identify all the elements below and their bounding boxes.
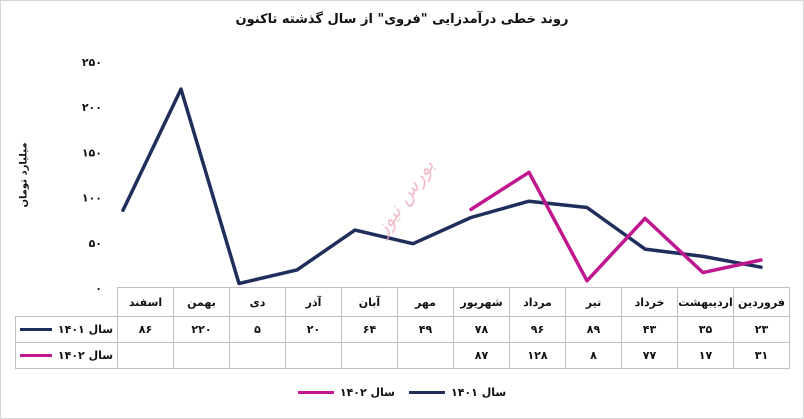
data-value-label: ۱۲۸ (509, 342, 566, 369)
legend-line-swatch (409, 391, 445, 394)
data-value-label (229, 342, 286, 369)
y-tick-label: ۲۵۰ (82, 56, 102, 69)
legend-label: سال ۱۴۰۲ (339, 386, 395, 399)
series-line-2 (469, 170, 763, 283)
category-label: دی (229, 287, 286, 317)
data-value-label: ۴۹ (397, 316, 454, 343)
line-chart: ۰ ۵۰ ۱۰۰ ۱۵۰ ۲۰۰ ۲۵۰ (82, 56, 763, 295)
data-value-label (117, 342, 174, 369)
y-tick-label: ۱۵۰ (82, 146, 102, 159)
y-tick-label: ۲۰۰ (82, 101, 102, 114)
data-value-label (341, 342, 398, 369)
y-tick-label: ۵۰ (89, 237, 102, 250)
legend-label: سال ۱۴۰۱ (451, 386, 507, 399)
y-tick-label: ۰ (95, 282, 102, 295)
series-name-2: سال ۱۴۰۲ (57, 349, 114, 362)
data-value-label (173, 342, 230, 369)
category-label: فروردین (733, 287, 790, 317)
data-value-label: ۲۳ (733, 316, 790, 343)
y-tick-label: ۱۰۰ (82, 192, 102, 205)
data-value-label (285, 342, 342, 369)
category-label: مهر (397, 287, 454, 317)
data-value-label: ۷۷ (621, 342, 678, 369)
category-label: آذر (285, 287, 342, 317)
data-value-label: ۷۸ (453, 316, 510, 343)
data-value-label: ۴۳ (621, 316, 678, 343)
data-value-label: ۸۹ (565, 316, 622, 343)
series-swatch-1 (19, 328, 52, 331)
legend-line-swatch (297, 391, 334, 394)
data-value-label: ۲۰ (285, 316, 342, 343)
data-value-label: ۸۷ (453, 342, 510, 369)
data-value-label: ۳۵ (677, 316, 734, 343)
data-value-label: ۲۲۰ (173, 316, 230, 343)
table-row: ۳۱ ۱۷ ۷۷ ۸ ۱۲۸ ۸۷ سال ۱۴۰۲ (15, 342, 790, 369)
data-value-label (397, 342, 454, 369)
data-value-label: ۸۶ (117, 316, 174, 343)
category-label: مرداد (509, 287, 566, 317)
data-table: فروردین اردیبهشت خرداد تیر مرداد شهریور مهر آبا… (15, 287, 790, 369)
series-name-cell: سال ۱۴۰۱ (15, 316, 118, 343)
category-label: خرداد (621, 287, 678, 317)
category-label: اسفند (117, 287, 174, 317)
data-value-label: ۵ (229, 316, 286, 343)
chart-title: روند خطی درآمدزایی "فروی" از سال گذشته ت… (235, 12, 569, 27)
series-name-1: سال ۱۴۰۱ (57, 323, 114, 336)
data-value-label: ۶۴ (341, 316, 398, 343)
series-swatch-2 (19, 354, 52, 357)
data-value-label: ۹۶ (509, 316, 566, 343)
category-label: اردیبهشت (677, 287, 734, 317)
series-name-cell: سال ۱۴۰۲ (15, 342, 118, 369)
category-label: تیر (565, 287, 622, 317)
data-value-label: ۱۷ (677, 342, 734, 369)
category-label: شهریور (453, 287, 510, 317)
series-line-1 (121, 87, 763, 286)
legend-item-2: سال ۱۴۰۲ (297, 386, 395, 399)
chart-legend: سال ۱۴۰۱ سال ۱۴۰۲ (0, 386, 804, 399)
category-label: بهمن (173, 287, 230, 317)
category-label: آبان (341, 287, 398, 317)
legend-item-1: سال ۱۴۰۱ (409, 386, 506, 399)
data-value-label: ۸ (565, 342, 622, 369)
data-value-label: ۳۱ (733, 342, 790, 369)
table-row: ۲۳ ۳۵ ۴۳ ۸۹ ۹۶ ۷۸ ۴۹ ۶۴ ۲۰ ۵ ۲۲۰ ۸۶ سال ۱۴۰۱ (15, 316, 790, 343)
table-corner (16, 288, 118, 317)
